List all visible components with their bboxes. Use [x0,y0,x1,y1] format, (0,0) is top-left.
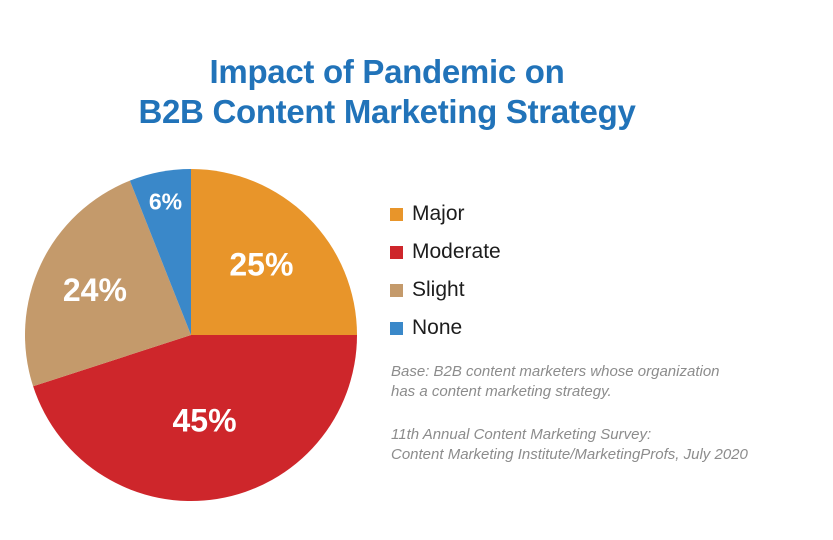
legend-swatch-moderate [390,245,403,259]
legend-label-none: None [412,316,463,339]
pie-label-none: 6% [149,188,182,214]
source-note-line2: Content Marketing Institute/MarketingPro… [391,446,748,463]
legend: Major Moderate Slight None [390,202,501,354]
base-note-line1: Base: B2B content marketers whose organi… [391,363,720,380]
pie-slice-major [191,169,357,335]
pie-label-slight: 24% [63,272,127,308]
legend-item-moderate: Moderate [390,240,501,264]
legend-label-slight: Slight [412,278,465,301]
legend-swatch-major [390,207,403,221]
pie-label-major: 25% [229,247,293,283]
legend-item-slight: Slight [390,278,501,302]
pie-slice-none [129,169,191,335]
legend-swatch-none [390,321,403,335]
pie-slice-moderate [33,335,358,502]
base-note-line2: has a content marketing strategy. [391,383,612,400]
legend-swatch-slight [390,283,403,297]
footnotes: Base: B2B content marketers whose organi… [391,362,811,465]
base-note: Base: B2B content marketers whose organi… [391,362,811,402]
legend-item-major: Major [390,202,501,226]
legend-item-none: None [390,316,501,340]
chart-title: Impact of Pandemic on B2B Content Market… [37,52,737,132]
pie-chart: 25% 45% 24% 6% [24,169,358,502]
source-note-line1: 11th Annual Content Marketing Survey: [391,426,652,443]
pie-slice-slight [24,180,192,387]
source-note: 11th Annual Content Marketing Survey: Co… [391,425,811,465]
chart-title-line1: Impact of Pandemic on [209,53,565,90]
chart-title-line2: B2B Content Marketing Strategy [138,93,636,130]
pie-label-moderate: 45% [172,402,236,438]
pie-chart-area: 25% 45% 24% 6% [24,168,358,502]
legend-label-moderate: Moderate [412,240,501,263]
legend-label-major: Major [412,202,465,225]
